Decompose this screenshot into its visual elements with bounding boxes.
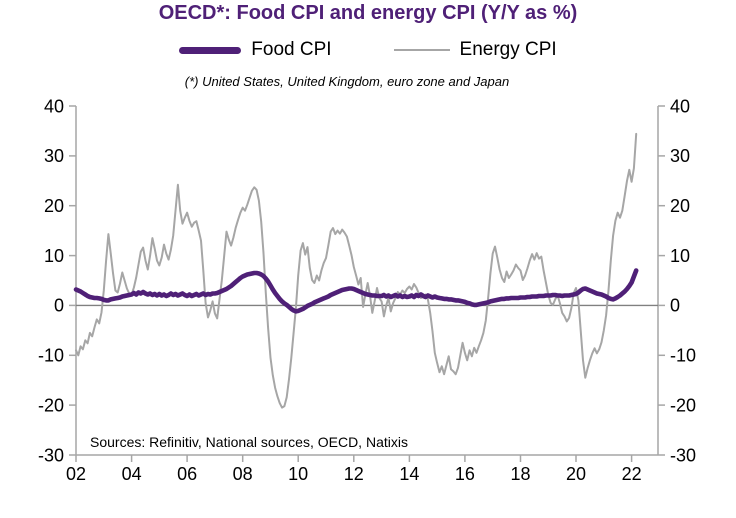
y-tick-label-left: -20 [38,395,64,415]
x-tick-label: 04 [122,464,142,484]
legend-label-food: Food CPI [251,39,332,60]
chart-title: OECD*: Food CPI and energy CPI (Y/Y as %… [158,2,578,24]
y-tick-label-right: 30 [670,146,690,166]
energy-line-swatch-icon [393,48,450,52]
x-tick-label: 12 [344,464,364,484]
y-tick-label-left: -10 [38,346,64,366]
x-tick-label: 20 [566,464,586,484]
x-tick-label: 10 [288,464,308,484]
source-note: Sources: Refinitiv, National sources, OE… [90,434,408,450]
legend-label-energy: Energy CPI [459,39,557,60]
y-tick-label-right: 10 [670,246,690,266]
y-tick-label-right: -30 [670,445,696,465]
y-tick-label-right: 20 [670,196,690,216]
x-tick-label: 22 [622,464,642,484]
y-tick-label-right: 40 [670,96,690,116]
y-tick-label-left: 10 [44,246,64,266]
x-tick-label: 18 [510,464,530,484]
y-tick-label-right: -20 [670,395,696,415]
food-line-swatch-icon [179,46,242,54]
y-tick-label-right: 0 [670,296,680,316]
x-tick-label: 16 [455,464,475,484]
food-cpi-line [73,268,639,314]
footnote: (*) United States, United Kingdom, euro … [184,74,510,89]
x-tick-label: 14 [399,464,419,484]
x-tick-label: 06 [177,464,197,484]
y-tick-label-left: -30 [38,445,64,465]
energy-cpi-line [75,132,638,409]
legend-item-food: Food CPI [179,39,332,61]
series-layer [73,132,639,409]
y-tick-label-left: 40 [44,96,64,116]
legend-item-energy: Energy CPI [393,39,557,61]
x-tick-label: 08 [233,464,253,484]
y-tick-label-left: 30 [44,146,64,166]
y-tick-label-left: 0 [54,296,64,316]
x-tick-label: 02 [66,464,86,484]
y-tick-label-left: 20 [44,196,64,216]
y-tick-label-right: -10 [670,346,696,366]
legend: Food CPI Energy CPI [0,38,736,62]
